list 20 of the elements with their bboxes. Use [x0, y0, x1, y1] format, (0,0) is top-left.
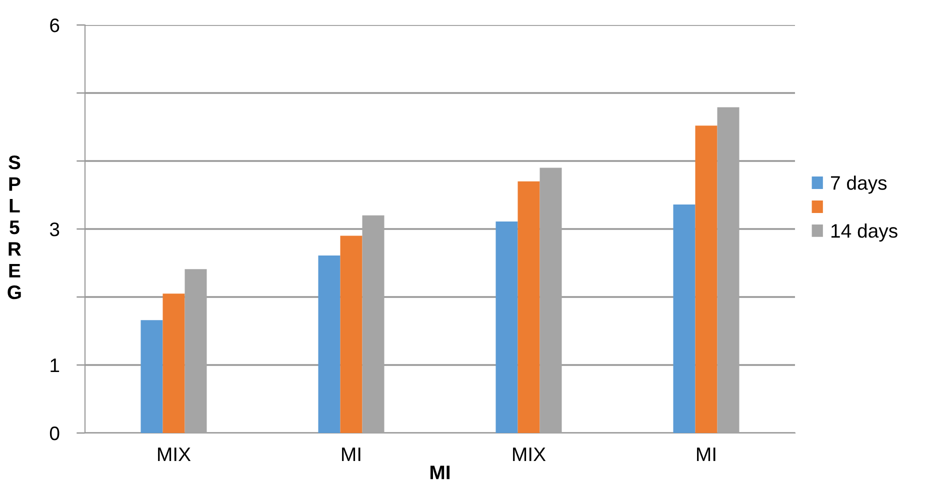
bar [695, 126, 718, 433]
x-tick-label: MI [342, 448, 360, 461]
x-tick-label: MI [697, 448, 716, 461]
legend-label: 7 days [830, 176, 887, 194]
y-tick-label: 0 [50, 426, 60, 440]
y-tick-label: 3 [50, 222, 60, 236]
y-axis-title: S P L 5 R E G [8, 156, 22, 300]
y-tick-label: 1 [50, 358, 60, 372]
bar [140, 320, 163, 433]
legend-label: 14 days [831, 223, 898, 242]
x-tick-label: MIX [158, 448, 191, 461]
y-tick-label: 6 [50, 18, 60, 32]
bar [518, 181, 540, 433]
bar [162, 294, 185, 433]
x-tick-label: MIX [513, 448, 546, 461]
x-axis-title: MI [430, 466, 450, 480]
bar [318, 256, 340, 433]
bar [673, 204, 696, 433]
bar [340, 236, 362, 433]
bar [496, 222, 518, 433]
